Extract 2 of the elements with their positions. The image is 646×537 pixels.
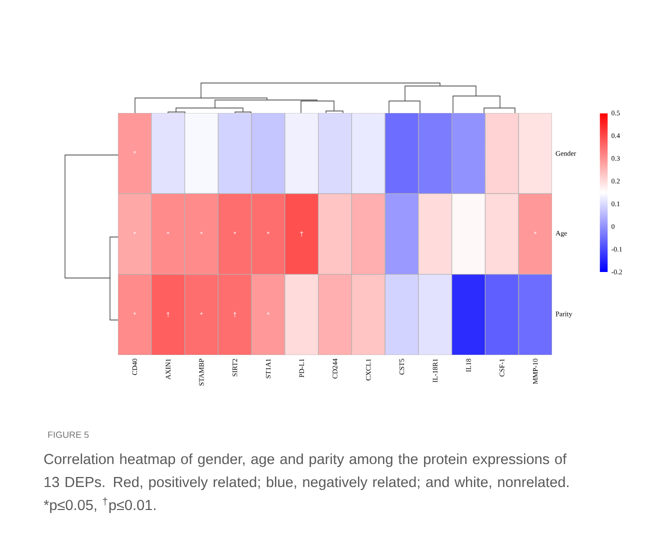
caption: FIGURE 5 [48, 432, 89, 438]
text: Correlation heatmap of gender, age and parity among the protein expressions of 13 DEPs. Red, positively related; blue, negatively related; and white, nonrelated. *p≤0.05, $^{†}$p≤0.01. [44, 454, 568, 514]
